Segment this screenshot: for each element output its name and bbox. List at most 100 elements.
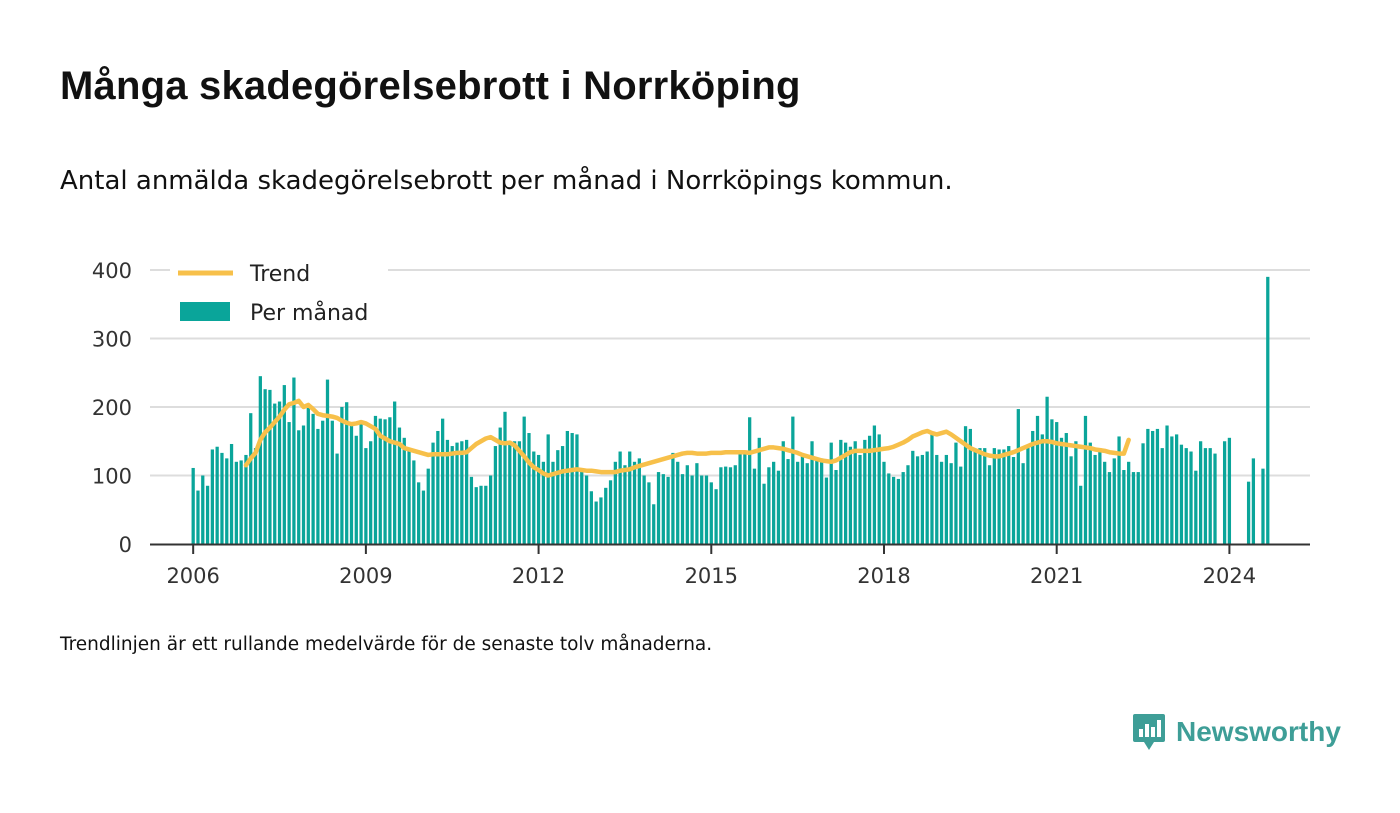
bar (196, 490, 200, 544)
bar (872, 425, 877, 544)
bar (321, 420, 325, 544)
trend-line (243, 398, 1131, 478)
bar (1069, 456, 1073, 544)
bar (359, 420, 363, 544)
bar (647, 482, 651, 544)
bar (354, 435, 358, 544)
bar (786, 459, 790, 544)
bar (1155, 428, 1160, 544)
bar (666, 476, 670, 544)
bar (1031, 430, 1035, 544)
footnote: Trendlinjen är ett rullande medelvärde f… (60, 634, 713, 655)
bar (1222, 441, 1227, 544)
bar (1059, 437, 1064, 544)
bar (527, 433, 531, 544)
newsworthy-logo: Newsworthy (1132, 712, 1341, 752)
bar (959, 466, 963, 544)
bar (973, 449, 977, 544)
bar (891, 476, 896, 544)
bar (282, 385, 286, 544)
bar (877, 434, 881, 544)
bar (719, 467, 723, 544)
bar (1127, 461, 1131, 544)
legend-bar-label: Per månad (250, 300, 368, 326)
bar (925, 451, 929, 544)
bar (738, 453, 742, 544)
legend: Trend Per månad (170, 258, 388, 330)
bar (1055, 422, 1059, 544)
x-axis-ticks (192, 544, 1231, 554)
bar (479, 485, 483, 544)
bar (671, 452, 675, 544)
x-tick-label: 2024 (1203, 564, 1256, 588)
bar (436, 430, 440, 544)
bar (604, 487, 608, 544)
bar (997, 449, 1001, 544)
bar (1141, 443, 1145, 544)
bar (1175, 434, 1179, 544)
bar (1266, 276, 1270, 544)
bar (412, 460, 416, 544)
bar (661, 474, 665, 544)
bar (656, 472, 661, 544)
y-tick-label: 200 (92, 396, 132, 420)
bar (906, 465, 910, 544)
bar (695, 463, 699, 544)
bar (791, 416, 795, 544)
bar (863, 439, 867, 544)
x-tick-label: 2018 (857, 564, 910, 588)
bar (1026, 444, 1030, 544)
bar (690, 475, 694, 544)
bar (1189, 451, 1193, 544)
bar (1021, 463, 1025, 544)
bar (901, 472, 905, 544)
bar (551, 461, 555, 544)
y-tick-label: 100 (92, 465, 132, 489)
bar (402, 437, 406, 544)
bar (1151, 430, 1155, 544)
bar (594, 501, 598, 544)
bar (1136, 472, 1140, 544)
bar (532, 451, 536, 544)
bar (1146, 428, 1150, 544)
bar (378, 418, 382, 544)
bar (455, 442, 459, 544)
bar (1098, 448, 1102, 544)
bar (1050, 419, 1054, 544)
bar (460, 441, 464, 544)
x-tick-label: 2021 (1030, 564, 1083, 588)
bar (364, 448, 368, 544)
bar (1011, 457, 1016, 544)
bar (349, 424, 354, 545)
bar (724, 466, 728, 544)
bar (1045, 396, 1049, 544)
bar (685, 465, 689, 544)
bar (772, 461, 776, 544)
bar (512, 441, 517, 544)
bar (1112, 458, 1116, 545)
bar (954, 442, 958, 544)
bar (867, 435, 872, 544)
bar (752, 468, 757, 544)
bar (1040, 434, 1044, 544)
brand-name: Newsworthy (1176, 716, 1341, 747)
bar (249, 413, 253, 544)
bar (589, 491, 593, 544)
bar (244, 454, 248, 544)
bar (441, 418, 445, 544)
bar (613, 461, 617, 544)
bar (1035, 415, 1040, 544)
bar (757, 437, 761, 544)
page-title: Många skadegörelsebrott i Norrköping (60, 64, 801, 108)
bar (843, 442, 848, 544)
bar (767, 467, 771, 544)
bar (1103, 461, 1107, 544)
bar (882, 461, 886, 544)
bar (824, 477, 829, 544)
bar (570, 433, 574, 544)
bar (1160, 448, 1164, 544)
bar (781, 441, 785, 544)
bar (963, 426, 968, 544)
bar (762, 483, 766, 544)
bar (839, 439, 843, 544)
